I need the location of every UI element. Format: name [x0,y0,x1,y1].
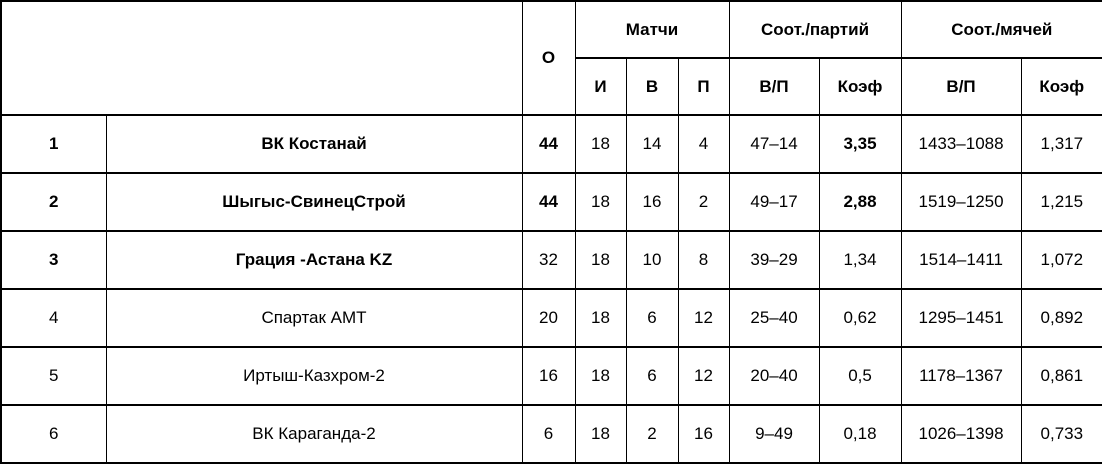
team-name: Спартак АМТ [105,288,523,348]
balls-coef-cell: 1,215 [1020,172,1102,232]
sets-coef-cell: 0,18 [818,404,902,464]
sets-coef-cell: 2,88 [818,172,902,232]
wins-cell: 16 [625,172,679,232]
rank-cell: 6 [0,404,107,464]
balls-coef-cell: 1,317 [1020,114,1102,174]
rank-cell: 2 [0,172,107,232]
sets-coef-cell: 3,35 [818,114,902,174]
points-cell: 6 [521,404,576,464]
played-cell: 18 [574,114,627,174]
losses-cell: 2 [677,172,730,232]
team-name: ВК Караганда-2 [105,404,523,464]
sets-ratio-cell: 9–49 [728,404,820,464]
table-row: 4 Спартак АМТ 20 18 6 12 25–40 0,62 1295… [0,288,1102,348]
col-header-lost: П [677,57,730,116]
sets-coef-cell: 0,62 [818,288,902,348]
sets-ratio-cell: 25–40 [728,288,820,348]
col-header-balls-ratio: Соот./мячей [900,0,1102,59]
points-cell: 20 [521,288,576,348]
col-header-played: И [574,57,627,116]
wins-cell: 14 [625,114,679,174]
losses-cell: 4 [677,114,730,174]
sets-coef-cell: 1,34 [818,230,902,290]
table-row: 2 Шыгыс-СвинецСтрой 44 18 16 2 49–17 2,8… [0,172,1102,232]
balls-coef-cell: 1,072 [1020,230,1102,290]
losses-cell: 12 [677,346,730,406]
played-cell: 18 [574,230,627,290]
losses-cell: 12 [677,288,730,348]
balls-ratio-cell: 1519–1250 [900,172,1022,232]
sets-ratio-cell: 49–17 [728,172,820,232]
table-row: 3 Грация -Астана KZ 32 18 10 8 39–29 1,3… [0,230,1102,290]
balls-coef-cell: 0,733 [1020,404,1102,464]
balls-ratio-cell: 1295–1451 [900,288,1022,348]
balls-ratio-cell: 1178–1367 [900,346,1022,406]
losses-cell: 8 [677,230,730,290]
losses-cell: 16 [677,404,730,464]
col-header-balls-coef: Коэф [1020,57,1102,116]
team-name: Грация -Астана KZ [105,230,523,290]
balls-coef-cell: 0,892 [1020,288,1102,348]
rank-cell: 1 [0,114,107,174]
team-name: Шыгыс-СвинецСтрой [105,172,523,232]
table-row: 6 ВК Караганда-2 6 18 2 16 9–49 0,18 102… [0,404,1102,464]
played-cell: 18 [574,346,627,406]
played-cell: 18 [574,172,627,232]
corner-cell [0,0,523,116]
team-name: ВК Костанай [105,114,523,174]
played-cell: 18 [574,288,627,348]
wins-cell: 6 [625,346,679,406]
points-cell: 32 [521,230,576,290]
table-row: 1 ВК Костанай 44 18 14 4 47–14 3,35 1433… [0,114,1102,174]
col-header-balls-wl: В/П [900,57,1022,116]
col-header-sets-wl: В/П [728,57,820,116]
col-header-matches: Матчи [574,0,730,59]
points-cell: 16 [521,346,576,406]
wins-cell: 6 [625,288,679,348]
col-header-sets-coef: Коэф [818,57,902,116]
balls-ratio-cell: 1026–1398 [900,404,1022,464]
col-header-points: О [521,0,576,116]
points-cell: 44 [521,172,576,232]
wins-cell: 10 [625,230,679,290]
sets-ratio-cell: 20–40 [728,346,820,406]
rank-cell: 4 [0,288,107,348]
balls-coef-cell: 0,861 [1020,346,1102,406]
sets-ratio-cell: 47–14 [728,114,820,174]
table-row: 5 Иртыш-Казхром-2 16 18 6 12 20–40 0,5 1… [0,346,1102,406]
balls-ratio-cell: 1514–1411 [900,230,1022,290]
col-header-sets-ratio: Соот./партий [728,0,902,59]
sets-ratio-cell: 39–29 [728,230,820,290]
played-cell: 18 [574,404,627,464]
rank-cell: 5 [0,346,107,406]
team-name: Иртыш-Казхром-2 [105,346,523,406]
rank-cell: 3 [0,230,107,290]
balls-ratio-cell: 1433–1088 [900,114,1022,174]
col-header-won: В [625,57,679,116]
sets-coef-cell: 0,5 [818,346,902,406]
wins-cell: 2 [625,404,679,464]
table-header: О Матчи Соот./партий Соот./мячей И В П В… [0,0,1102,116]
points-cell: 44 [521,114,576,174]
